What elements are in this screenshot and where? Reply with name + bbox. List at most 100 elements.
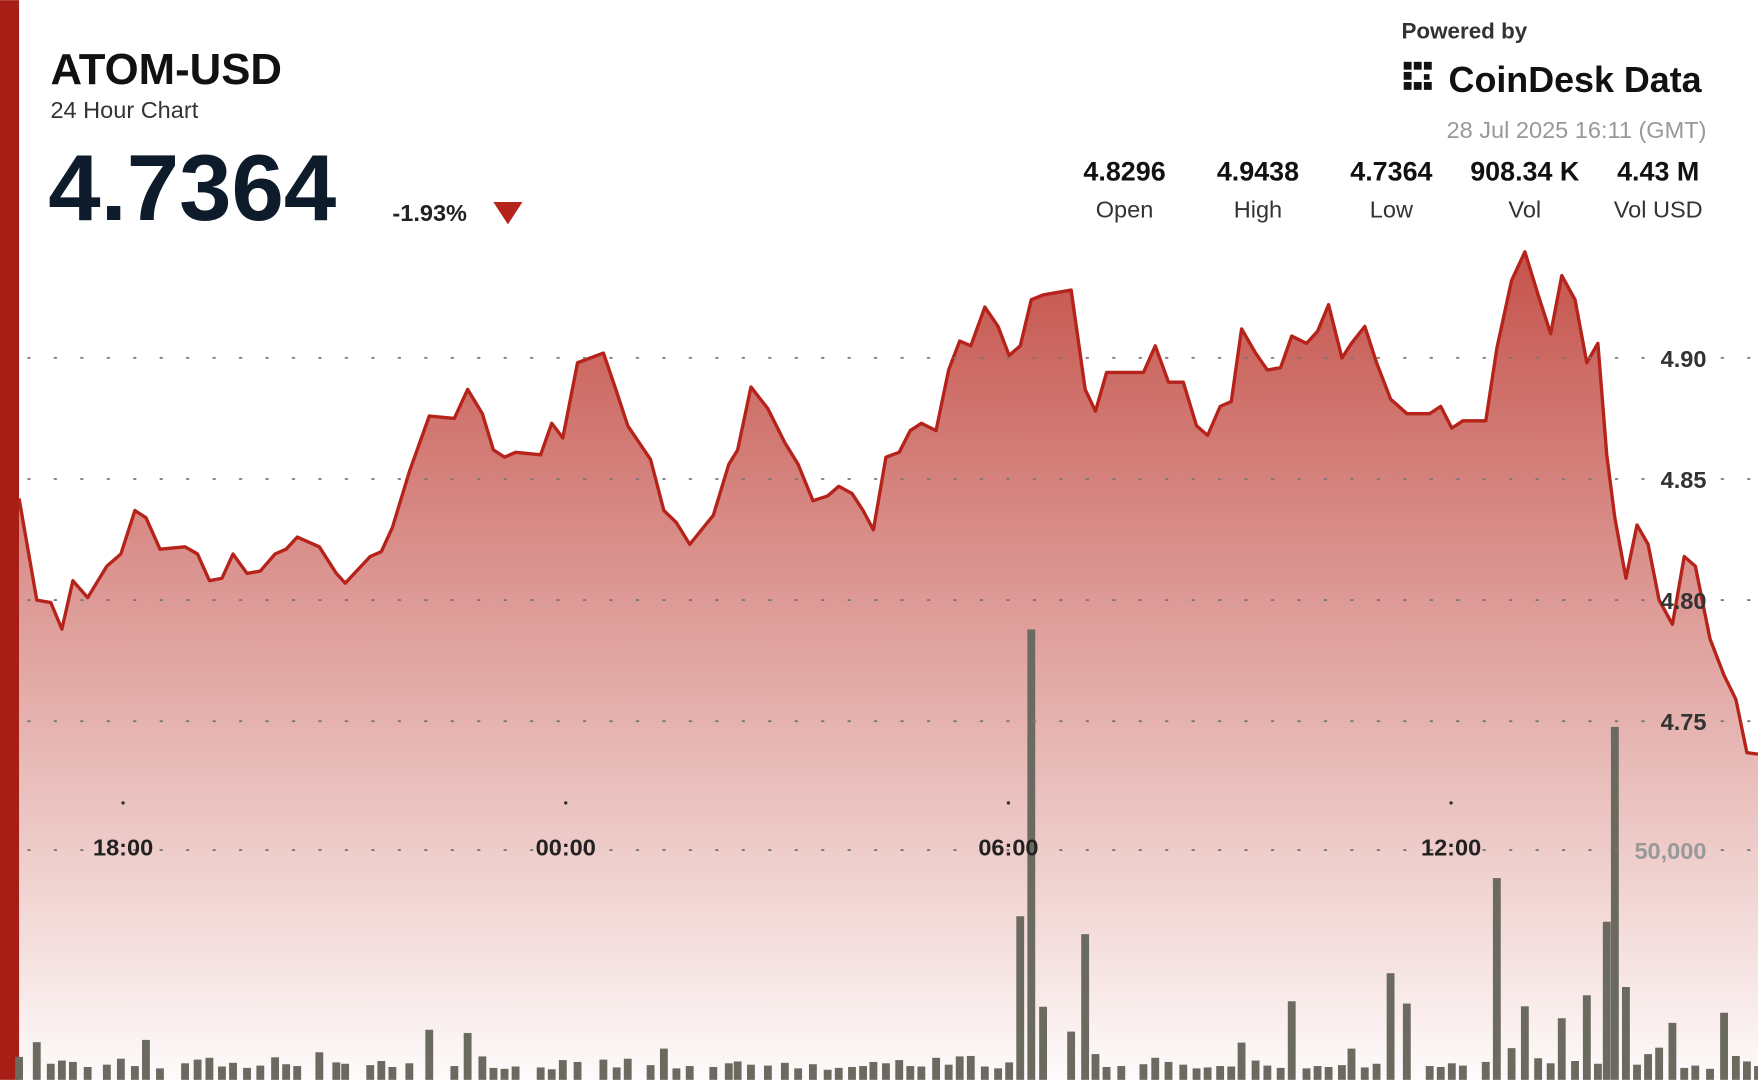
x-tick-label: 00:00: [536, 835, 596, 861]
stat-label: Open: [1096, 197, 1154, 223]
volume-bar: [243, 1067, 251, 1080]
volume-bar: [1492, 878, 1501, 1080]
volume-bar: [1720, 1012, 1728, 1080]
volume-bar: [405, 1063, 414, 1080]
volume-bar: [293, 1066, 302, 1080]
volume-bar: [1593, 1063, 1602, 1080]
volume-bar: [906, 1066, 915, 1080]
volume-bar: [1091, 1054, 1100, 1080]
stat-value: 4.9438: [1217, 157, 1299, 187]
volume-bar: [218, 1066, 226, 1080]
volume-bar: [1557, 1018, 1566, 1080]
volume-bar: [511, 1066, 520, 1080]
accent-bar: [0, 0, 20, 1080]
stat-label: High: [1234, 197, 1282, 223]
volume-bar: [659, 1048, 668, 1080]
volume-bar: [1151, 1057, 1160, 1080]
volume-bar: [282, 1064, 291, 1080]
volume-bar: [388, 1066, 397, 1080]
volume-bar: [1117, 1066, 1126, 1080]
volume-bar: [685, 1066, 694, 1080]
volume-bar: [1691, 1065, 1700, 1080]
x-tick-label: 18:00: [93, 835, 153, 861]
price: 4.7364: [48, 135, 336, 240]
volume-bar: [895, 1060, 904, 1080]
volume-bar: [1655, 1047, 1664, 1080]
axes: 4.75 4.80 4.85 4.90 50,000 18:00 00:00 06:00 12:…: [27, 346, 1758, 864]
volume-bar: [1360, 1067, 1369, 1080]
volume-bar: [1287, 1001, 1296, 1080]
volume-bar: [1081, 934, 1090, 1080]
timestamp: 28 Jul 2025 16:11 (GMT): [1447, 117, 1707, 143]
volume-bar: [1534, 1058, 1543, 1080]
volume-bar: [1731, 1055, 1740, 1080]
volume-bar: [1633, 1064, 1641, 1080]
volume-bar: [116, 1058, 125, 1080]
volume-bar: [932, 1057, 941, 1080]
volume-bar: [573, 1061, 582, 1080]
volume-bar: [1680, 1067, 1689, 1080]
stat-value: 4.43 M: [1617, 157, 1699, 187]
volume-bar: [83, 1066, 92, 1080]
volume-bar: [834, 1067, 843, 1080]
y-tick-label: 4.90: [1661, 346, 1707, 372]
volume-bar: [1436, 1066, 1445, 1080]
volume-bar: [1347, 1048, 1356, 1080]
volume-bar: [955, 1056, 964, 1080]
x-tick-mark: [121, 801, 125, 805]
volume-bar: [1263, 1065, 1272, 1080]
volume-bar: [612, 1067, 621, 1080]
volume-bar: [271, 1057, 279, 1080]
volume-bar: [1005, 1062, 1014, 1080]
volume-bar: [1302, 1068, 1311, 1080]
volume-bar: [181, 1063, 189, 1080]
volume-bar: [1324, 1066, 1333, 1080]
stat-label: Vol USD: [1614, 197, 1703, 223]
volume-bar: [980, 1066, 989, 1080]
volume-bar: [646, 1065, 655, 1080]
volume-bar: [808, 1064, 817, 1080]
x-tick-label: 06:00: [978, 835, 1038, 861]
title: ATOM-USD: [50, 45, 282, 94]
stat-value: 908.34 K: [1470, 157, 1580, 187]
volume-bar: [1458, 1065, 1467, 1080]
volume-bar: [1372, 1063, 1381, 1080]
volume-bar: [315, 1052, 324, 1080]
x-tick-mark: [1006, 801, 1011, 805]
volume-bar: [882, 1063, 890, 1080]
x-tick-mark: [1449, 801, 1453, 805]
volume-bar: [944, 1064, 953, 1080]
y-tick-label: 4.75: [1661, 709, 1707, 735]
volume-bar: [1571, 1061, 1579, 1080]
volume-bar: [1313, 1066, 1322, 1080]
volume-bar: [869, 1061, 878, 1080]
volume-bar: [450, 1066, 459, 1080]
volume-bar: [463, 1032, 472, 1080]
brand-logo: [1403, 61, 1432, 90]
price-area: [19, 251, 1758, 1080]
volume-bar: [102, 1064, 111, 1080]
volume-bar: [32, 1042, 41, 1080]
down-arrow: [493, 201, 523, 225]
volume-bar: [332, 1062, 341, 1080]
volume-bar: [1481, 1061, 1490, 1080]
powered-by: Powered by: [1401, 18, 1527, 43]
volume-bar: [46, 1063, 55, 1080]
stat-value: 4.7364: [1350, 157, 1432, 187]
volume-bar: [1251, 1060, 1260, 1080]
volume-bar: [1237, 1042, 1246, 1080]
volume-bar: [1276, 1067, 1285, 1080]
volume-bar: [994, 1068, 1003, 1080]
volume-bar: [1164, 1061, 1173, 1080]
volume-bar: [709, 1066, 718, 1080]
volume-bar: [377, 1061, 386, 1080]
volume-bar: [1027, 629, 1036, 1080]
volume-bar: [1016, 916, 1025, 1080]
subtitle: 24 Hour Chart: [50, 97, 198, 123]
volume-bar: [256, 1065, 265, 1080]
volume-bar: [489, 1067, 498, 1080]
volume-bar: [1067, 1031, 1076, 1080]
price-line: [17, 250, 1758, 756]
